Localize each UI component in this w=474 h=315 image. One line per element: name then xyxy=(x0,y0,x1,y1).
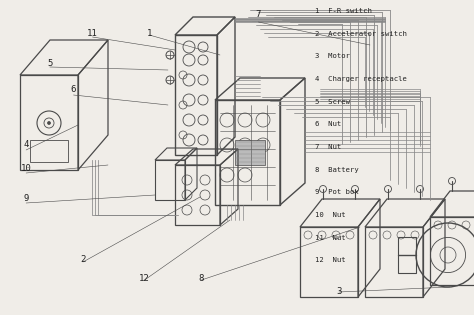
Text: 6  Nut: 6 Nut xyxy=(315,121,341,127)
Text: 7: 7 xyxy=(255,10,261,19)
Text: 1: 1 xyxy=(146,29,152,37)
Text: 3: 3 xyxy=(336,287,342,296)
Polygon shape xyxy=(235,140,265,165)
Text: 2  Accelerator switch: 2 Accelerator switch xyxy=(315,31,407,37)
Text: 12: 12 xyxy=(139,274,150,283)
Text: 11: 11 xyxy=(87,29,98,37)
Text: 5: 5 xyxy=(47,59,53,67)
Text: 11  Nut: 11 Nut xyxy=(315,235,346,241)
Text: 2: 2 xyxy=(80,255,86,264)
Text: 8  Battery: 8 Battery xyxy=(315,167,359,173)
Text: 4: 4 xyxy=(23,140,29,149)
Text: 10  Nut: 10 Nut xyxy=(315,212,346,218)
Circle shape xyxy=(47,122,51,124)
Text: 12  Nut: 12 Nut xyxy=(315,257,346,263)
Text: 10: 10 xyxy=(21,164,31,173)
Text: 9: 9 xyxy=(23,194,29,203)
Text: 9  Pot box: 9 Pot box xyxy=(315,189,359,195)
Text: 7  Nut: 7 Nut xyxy=(315,144,341,150)
Text: 3  Motor: 3 Motor xyxy=(315,53,350,59)
Text: 1  F-R switch: 1 F-R switch xyxy=(315,8,372,14)
Text: 5  Screw: 5 Screw xyxy=(315,99,350,105)
Text: 4  Charger receptacle: 4 Charger receptacle xyxy=(315,76,407,82)
Text: 8: 8 xyxy=(199,274,204,283)
Text: 6: 6 xyxy=(71,85,76,94)
